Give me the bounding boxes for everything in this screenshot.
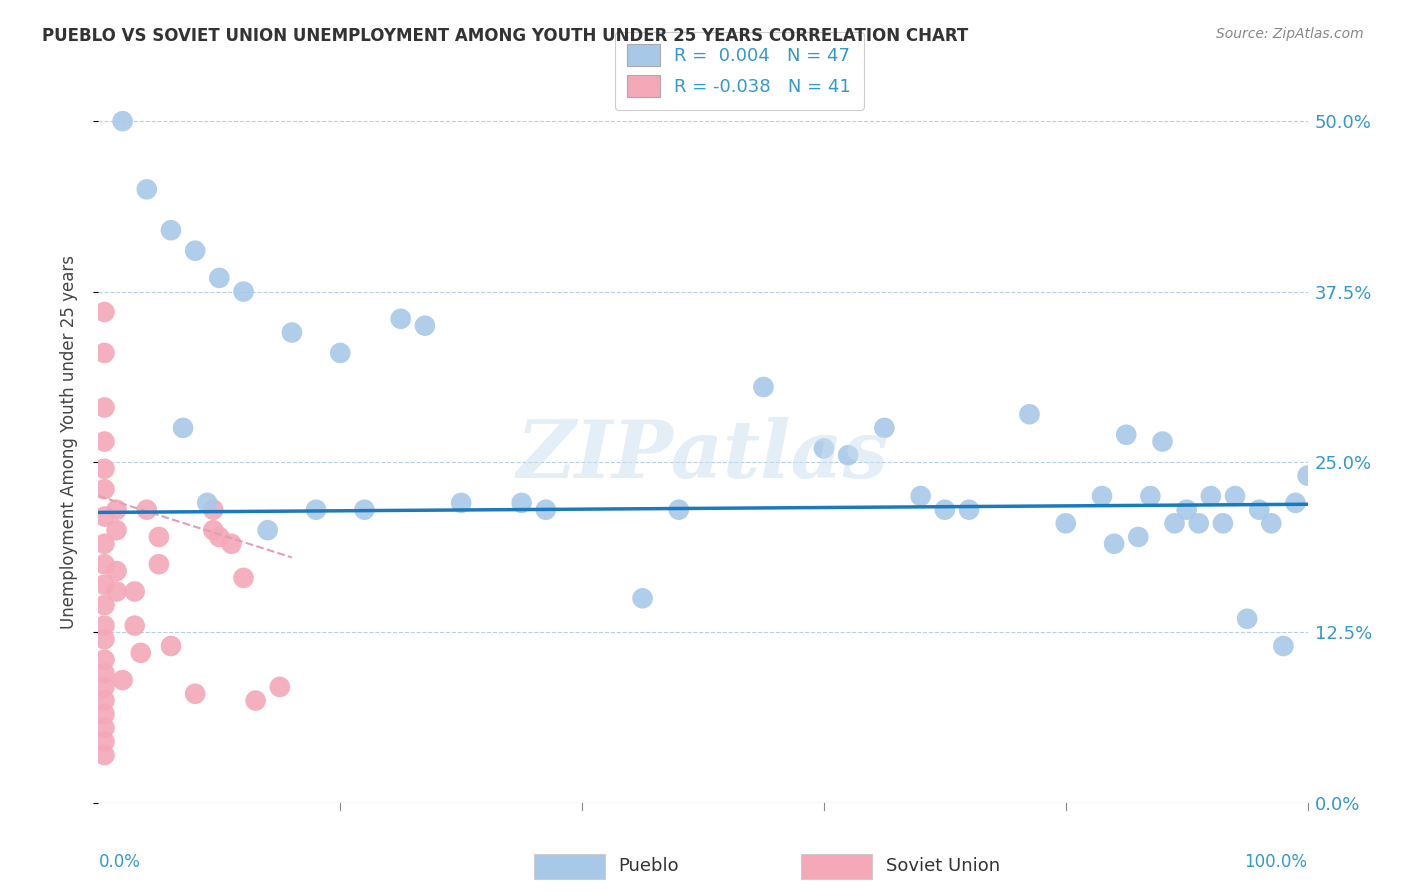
- Point: [281, 326, 304, 340]
- Point: [1272, 639, 1295, 653]
- Point: [93, 680, 115, 694]
- Point: [389, 311, 412, 326]
- Point: [93, 598, 115, 612]
- Text: PUEBLO VS SOVIET UNION UNEMPLOYMENT AMONG YOUTH UNDER 25 YEARS CORRELATION CHART: PUEBLO VS SOVIET UNION UNEMPLOYMENT AMON…: [42, 27, 969, 45]
- Point: [1284, 496, 1306, 510]
- Point: [93, 401, 115, 415]
- Point: [93, 748, 115, 763]
- Point: [93, 509, 115, 524]
- Point: [148, 530, 170, 544]
- Point: [105, 584, 128, 599]
- Point: [1091, 489, 1114, 503]
- Point: [1236, 612, 1258, 626]
- Point: [873, 421, 896, 435]
- Point: [668, 502, 690, 516]
- Point: [195, 496, 218, 510]
- Point: [232, 285, 254, 299]
- Point: [1018, 407, 1040, 421]
- Point: [1260, 516, 1282, 531]
- Point: [93, 707, 115, 722]
- Point: [1249, 502, 1271, 516]
- Point: [160, 639, 183, 653]
- Point: [1175, 502, 1198, 516]
- Point: [135, 502, 157, 516]
- Text: Pueblo: Pueblo: [619, 857, 679, 875]
- Point: [1115, 427, 1137, 442]
- Point: [160, 223, 183, 237]
- Point: [93, 721, 115, 735]
- Point: [305, 502, 328, 516]
- Text: Soviet Union: Soviet Union: [886, 857, 1000, 875]
- Text: Source: ZipAtlas.com: Source: ZipAtlas.com: [1216, 27, 1364, 41]
- Point: [93, 577, 115, 591]
- Point: [1199, 489, 1222, 503]
- Point: [1212, 516, 1234, 531]
- Point: [450, 496, 472, 510]
- Point: [129, 646, 152, 660]
- Point: [245, 693, 267, 707]
- Point: [93, 462, 115, 476]
- Point: [813, 442, 835, 456]
- Point: [752, 380, 775, 394]
- Point: [232, 571, 254, 585]
- Point: [413, 318, 436, 333]
- Point: [93, 734, 115, 748]
- Point: [1152, 434, 1174, 449]
- Point: [957, 502, 980, 516]
- Point: [111, 114, 134, 128]
- Legend: R =  0.004   N = 47, R = -0.038   N = 41: R = 0.004 N = 47, R = -0.038 N = 41: [614, 31, 863, 110]
- Y-axis label: Unemployment Among Youth under 25 years: Unemployment Among Youth under 25 years: [59, 254, 77, 629]
- Point: [93, 305, 115, 319]
- Point: [124, 618, 146, 632]
- Point: [105, 564, 128, 578]
- Text: 100.0%: 100.0%: [1244, 854, 1308, 871]
- Point: [105, 523, 128, 537]
- Point: [202, 502, 225, 516]
- Point: [221, 537, 243, 551]
- Text: ZIPatlas: ZIPatlas: [517, 417, 889, 495]
- Point: [1163, 516, 1185, 531]
- Point: [269, 680, 291, 694]
- Point: [208, 271, 231, 285]
- Point: [202, 523, 225, 537]
- Point: [1102, 537, 1125, 551]
- Point: [184, 244, 207, 258]
- Point: [184, 687, 207, 701]
- Point: [510, 496, 533, 510]
- Point: [256, 523, 278, 537]
- Point: [135, 182, 157, 196]
- Point: [353, 502, 375, 516]
- Text: 0.0%: 0.0%: [98, 854, 141, 871]
- Point: [1139, 489, 1161, 503]
- Point: [910, 489, 932, 503]
- Point: [534, 502, 557, 516]
- Point: [111, 673, 134, 687]
- Point: [93, 482, 115, 496]
- Point: [1223, 489, 1246, 503]
- Point: [1296, 468, 1319, 483]
- Point: [93, 666, 115, 681]
- Point: [1128, 530, 1150, 544]
- Point: [93, 537, 115, 551]
- Point: [934, 502, 956, 516]
- Point: [329, 346, 352, 360]
- Point: [93, 558, 115, 572]
- Point: [93, 346, 115, 360]
- Point: [93, 434, 115, 449]
- Point: [93, 693, 115, 707]
- Point: [124, 584, 146, 599]
- Point: [148, 558, 170, 572]
- Point: [172, 421, 194, 435]
- Point: [93, 632, 115, 647]
- Point: [93, 653, 115, 667]
- Point: [837, 448, 859, 462]
- Point: [93, 618, 115, 632]
- Point: [208, 530, 231, 544]
- Point: [1054, 516, 1077, 531]
- Point: [1188, 516, 1211, 531]
- Point: [105, 502, 128, 516]
- Point: [631, 591, 654, 606]
